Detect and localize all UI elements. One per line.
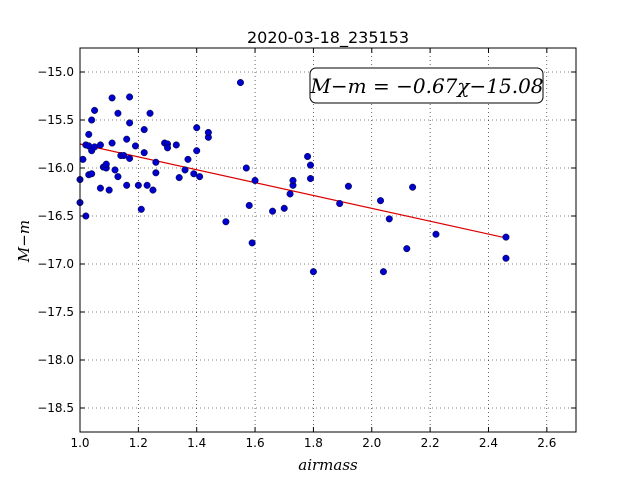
data-point [251, 176, 259, 184]
tick-labels: 1.0 1.2 1.4 1.6 1.8 2.0 2.2 2.4 2.6 −15.0 −15.5 −16… [37, 65, 556, 450]
y-tick-label: −16.0 [37, 161, 74, 175]
y-tick-label: −16.5 [37, 209, 74, 223]
data-point [137, 205, 145, 213]
fit-equation-frame [309, 67, 544, 104]
data-point [502, 233, 510, 241]
data-point [143, 181, 151, 189]
data-point [379, 268, 387, 276]
data-point [108, 94, 116, 102]
x-tick-label: 1.2 [129, 436, 148, 450]
data-point [131, 142, 139, 150]
plot-frame [79, 47, 577, 433]
data-point [248, 239, 256, 247]
fit-equation-box: M−m = −0.67χ−15.08 [309, 67, 544, 104]
fit-line-group [79, 143, 507, 239]
data-point [184, 155, 192, 163]
data-point [88, 116, 96, 124]
data-point [126, 154, 134, 162]
data-point [164, 144, 172, 152]
y-tick-label: −18.0 [37, 353, 74, 367]
data-point [377, 197, 385, 205]
data-point [123, 135, 131, 143]
data-point [280, 204, 288, 212]
data-point [306, 161, 314, 169]
data-point [385, 215, 393, 223]
x-tick-label: 2.4 [479, 436, 498, 450]
y-tick-label: −17.5 [37, 305, 74, 319]
data-point [306, 175, 314, 183]
y-tick-label: −15.0 [37, 65, 74, 79]
data-point [123, 181, 131, 189]
data-point [193, 147, 201, 155]
data-point [152, 169, 160, 177]
data-point [222, 218, 230, 226]
data-point [88, 170, 96, 178]
data-point [309, 268, 317, 276]
data-point [181, 166, 189, 174]
data-point [502, 254, 510, 262]
x-tick-label: 1.8 [304, 436, 323, 450]
data-point [140, 126, 148, 134]
x-tick-label: 2.6 [537, 436, 556, 450]
data-point [304, 152, 312, 160]
chart-title: 2020-03-18_235153 [247, 28, 409, 48]
data-point [79, 155, 87, 163]
data-point [242, 164, 250, 172]
data-point [175, 174, 183, 182]
data-point [111, 166, 119, 174]
data-points [76, 79, 510, 276]
data-point [96, 141, 104, 149]
data-point [152, 158, 160, 166]
data-point [149, 186, 157, 194]
data-point [114, 109, 122, 117]
data-point [409, 183, 417, 191]
fit-equation-text: M−m = −0.67χ−15.08 [309, 74, 543, 98]
data-point [85, 130, 93, 138]
data-point [146, 109, 154, 117]
data-point [344, 182, 352, 190]
data-point [289, 176, 297, 184]
y-tick-label: −18.5 [37, 401, 74, 415]
data-point [403, 245, 411, 253]
x-tick-label: 2.2 [421, 436, 440, 450]
data-point [196, 173, 204, 181]
x-tick-label: 1.0 [70, 436, 89, 450]
data-point [286, 190, 294, 198]
x-axis-label: airmass [298, 456, 358, 474]
data-point [120, 152, 128, 160]
y-tick-label: −17.0 [37, 257, 74, 271]
data-point [269, 207, 277, 215]
data-point [91, 143, 99, 151]
data-point [114, 173, 122, 181]
x-tick-label: 1.6 [246, 436, 265, 450]
data-point [190, 170, 198, 178]
fit-line [79, 143, 507, 239]
data-point [432, 230, 440, 238]
data-point [134, 181, 142, 189]
data-point [245, 201, 253, 209]
y-axis-label: M−m [15, 220, 33, 263]
data-point [105, 186, 113, 194]
grid-lines [79, 48, 576, 432]
data-point [108, 139, 116, 147]
data-point [126, 93, 134, 101]
data-point [126, 119, 134, 127]
data-point [96, 184, 104, 192]
y-tick-label: −15.5 [37, 113, 74, 127]
data-point [336, 200, 344, 208]
data-point [172, 141, 180, 149]
x-tick-label: 2.0 [362, 436, 381, 450]
data-point [204, 128, 212, 136]
data-point [140, 149, 148, 157]
x-tick-label: 1.4 [187, 436, 206, 450]
data-point [91, 106, 99, 114]
axis-ticks [79, 48, 576, 432]
data-point [102, 160, 110, 168]
data-point [236, 79, 244, 87]
data-point [193, 124, 201, 132]
